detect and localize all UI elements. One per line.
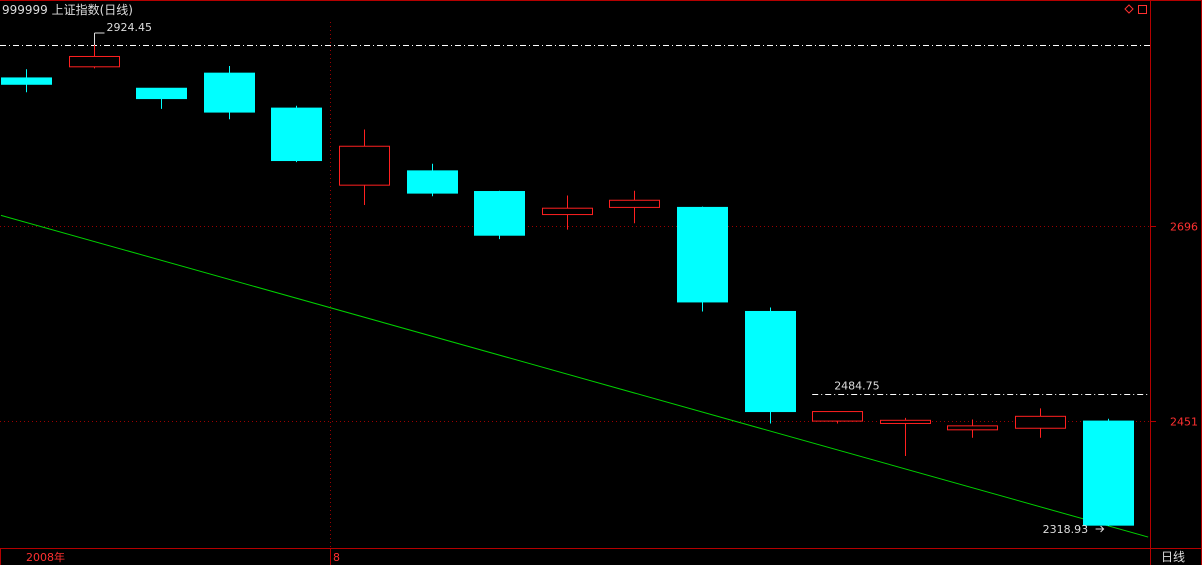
candle-body[interactable]	[609, 199, 660, 208]
candle[interactable]	[407, 163, 458, 197]
candle[interactable]	[204, 66, 255, 120]
y-tick-label: 2696	[1170, 221, 1198, 234]
candle[interactable]	[1015, 408, 1066, 438]
candle-body[interactable]	[947, 425, 998, 431]
candle[interactable]	[474, 190, 525, 240]
high-marker-line	[94, 32, 105, 45]
candle[interactable]	[1, 69, 52, 93]
candle-body[interactable]	[407, 170, 458, 194]
low-marker-label: 2318.93	[1043, 523, 1089, 536]
candle-body[interactable]	[1083, 420, 1134, 526]
candle[interactable]	[1083, 418, 1134, 526]
candle-body[interactable]	[880, 419, 931, 424]
candle-body[interactable]	[812, 411, 863, 422]
candle[interactable]	[609, 190, 660, 224]
candle-body[interactable]	[136, 87, 187, 100]
high-marker-label: 2924.45	[107, 21, 153, 34]
candle-body[interactable]	[339, 145, 390, 186]
candle-body[interactable]	[1015, 415, 1066, 429]
low-marker-arrow	[1095, 525, 1105, 533]
candle[interactable]	[880, 417, 931, 457]
candle-body[interactable]	[542, 207, 593, 216]
candles[interactable]	[1, 45, 1134, 526]
candle[interactable]	[542, 195, 593, 230]
candle-body[interactable]	[204, 72, 255, 113]
grid-lines: 2696 2451 2008年 8	[0, 22, 1198, 565]
trendline[interactable]	[0, 214, 1149, 538]
reference-line-label: 2484.75	[834, 380, 880, 393]
candle-body[interactable]	[474, 191, 525, 236]
reference-lines: 2484.75	[0, 45, 1150, 395]
y-tick-label: 2451	[1170, 416, 1198, 429]
x-tick-label: 2008年	[26, 550, 65, 564]
candle[interactable]	[677, 206, 728, 312]
candle[interactable]	[339, 129, 390, 206]
candle-body[interactable]	[271, 107, 322, 162]
candle[interactable]	[271, 105, 322, 163]
candle[interactable]	[136, 87, 187, 109]
candle-body[interactable]	[745, 310, 796, 413]
maximize-icon[interactable]	[1138, 5, 1147, 14]
candle-body[interactable]	[677, 206, 728, 303]
candle[interactable]	[947, 419, 998, 438]
restore-icon[interactable]	[1124, 4, 1134, 14]
candle[interactable]	[69, 45, 120, 69]
trendline-group	[0, 214, 1149, 538]
candle-body[interactable]	[1, 77, 52, 85]
candle-body[interactable]	[69, 55, 120, 68]
candle[interactable]	[745, 307, 796, 424]
x-tick-label: 8	[333, 551, 340, 564]
candle[interactable]	[812, 411, 863, 424]
chart-title: 999999 上证指数(日线)	[2, 2, 133, 17]
period-label: 日线	[1161, 550, 1185, 564]
annotations: 2924.45 2318.93	[94, 21, 1105, 536]
